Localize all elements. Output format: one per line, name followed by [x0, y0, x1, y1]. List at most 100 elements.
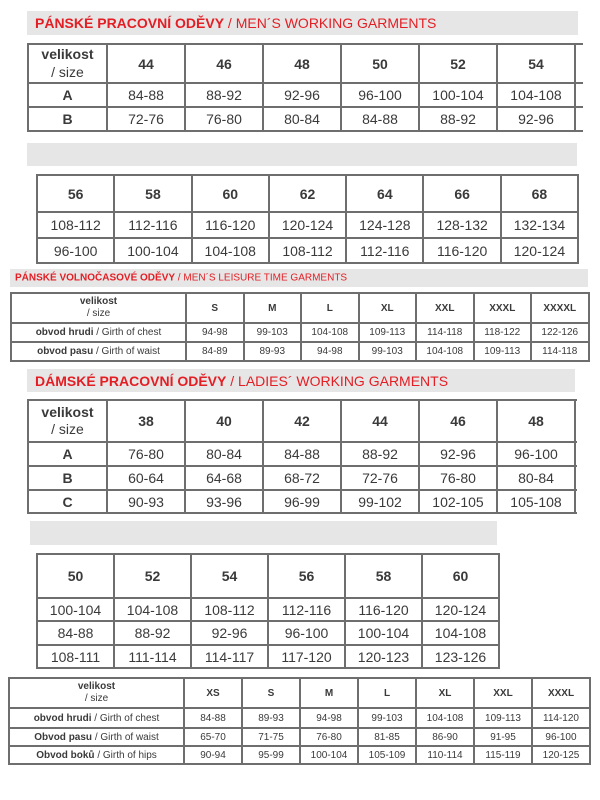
measurement-cell: 99-103	[357, 341, 417, 362]
cut-column-cell	[574, 465, 577, 491]
title-cz: PÁNSKÉ PRACOVNÍ ODĚVY	[35, 15, 225, 31]
measurement-cell: 90-94	[183, 745, 243, 765]
section-title: PÁNSKÉ PRACOVNÍ ODĚVY / MEN´S WORKING GA…	[35, 15, 436, 31]
row-label: A	[62, 446, 73, 462]
measurement-cell: 105-108	[496, 489, 576, 514]
section-header-mens-leisure: PÁNSKÉ VOLNOČASOVÉ ODĚVY / MEN´S LEISURE…	[10, 269, 588, 287]
size-header-cell: XL	[357, 292, 417, 324]
corner-label-cz: velikost	[79, 295, 118, 307]
measurement-cell: 112-116	[345, 237, 425, 264]
row-label-cz: obvod pasu	[37, 346, 94, 357]
measurement-cell: 100-104	[299, 745, 359, 765]
size-header-cell: 52	[418, 43, 498, 84]
measurement-cell: 104-108	[113, 597, 192, 622]
measurement-cell: 104-108	[190, 237, 270, 264]
size-header-cell: 48	[262, 43, 342, 84]
measurement-cell: 89-93	[242, 341, 302, 362]
title-cz: DÁMSKÉ PRACOVNÍ ODĚVY	[35, 372, 227, 389]
row-label-cell: obvod pasu / Girth of waist	[10, 341, 187, 362]
row-label-cell: B	[27, 465, 108, 491]
measurement-cell: 100-104	[418, 82, 498, 108]
measurement-cell: 84-88	[262, 441, 342, 467]
size-header-cell: XXL	[473, 677, 533, 709]
measurement-cell: 116-120	[190, 211, 270, 239]
measurement-cell: 108-112	[35, 211, 116, 239]
corner-label-cz: velikost	[41, 403, 94, 420]
size-header-cell: M	[299, 677, 359, 709]
table-row: 108-112 112-116 116-120 120-124 124-128 128-1…	[35, 211, 580, 239]
measurement-cell: 76-80	[184, 106, 264, 132]
measurement-cell: 84-88	[183, 707, 243, 729]
measurement-cell: 108-112	[267, 237, 348, 264]
size-header-cell: XXXL	[531, 677, 591, 709]
size-table-ladies-working-2: 50 52 54 56 58 60 100-104 104-108 108-112 112-116…	[36, 553, 500, 669]
measurement-cell: 104-108	[300, 322, 360, 343]
table-row: B 72-76 76-80 80-84 84-88 88-92 92-96	[27, 106, 583, 132]
measurement-cell: 96-100	[340, 82, 420, 108]
measurement-cell: 99-102	[340, 489, 420, 514]
measurement-cell: 108-112	[190, 597, 269, 622]
size-header-cell: 46	[418, 399, 498, 443]
measurement-cell: 84-88	[340, 106, 420, 132]
measurement-cell: 122-126	[530, 322, 590, 343]
size-header-cell: 58	[344, 553, 423, 599]
size-table-ladies-leisure: velikost / size XS S M L XL XXL XXXL obvod hrudi …	[8, 677, 591, 765]
measurement-cell: 104-108	[415, 341, 475, 362]
size-table-ladies-working-1: velikost / size 38 40 42 44 46 48 A 76-80 80-84 84-…	[27, 399, 577, 514]
row-label-cell: Obvod pasu / Girth of waist	[8, 727, 185, 747]
size-header-cell: 46	[184, 43, 264, 84]
measurement-cell: 100-104	[113, 237, 193, 264]
corner-label-en: / size	[86, 308, 111, 319]
measurement-cell: 120-123	[344, 644, 423, 669]
table-row: 84-88 88-92 92-96 96-100 100-104 104-108	[36, 620, 500, 646]
measurement-cell: 92-96	[262, 82, 342, 108]
row-label-en: / Girth of chest	[96, 327, 162, 338]
header-row: velikost / size S M L XL XXL XXXL XXXXL	[10, 292, 590, 324]
size-header-cell: 56	[35, 174, 116, 213]
header-row: 56 58 60 62 64 66 68	[35, 174, 580, 213]
row-label-cell: obvod hrudi / Girth of chest	[10, 322, 187, 343]
measurement-cell: 114-118	[530, 341, 590, 362]
measurement-cell: 86-90	[415, 727, 475, 747]
size-header-cell: XXXL	[472, 292, 532, 324]
measurement-cell: 89-93	[241, 707, 301, 729]
measurement-cell: 109-113	[357, 322, 417, 343]
header-row: velikost / size XS S M L XL XXL XXXL	[8, 677, 591, 709]
measurement-cell: 65-70	[183, 727, 243, 747]
measurement-cell: 114-118	[415, 322, 475, 343]
table-row: obvod pasu / Girth of waist 84-89 89-93 94-…	[10, 341, 590, 362]
measurement-cell: 84-88	[36, 620, 115, 646]
cut-column-cell	[574, 489, 577, 514]
size-header-cell: 50	[36, 553, 115, 599]
row-label: C	[62, 493, 73, 510]
measurement-cell: 92-96	[418, 441, 498, 467]
measurement-cell: 80-84	[496, 465, 576, 491]
measurement-cell: 96-100	[35, 237, 116, 264]
measurement-cell: 99-103	[242, 322, 302, 343]
measurement-cell: 96-100	[267, 620, 346, 646]
measurement-cell: 109-113	[473, 707, 533, 729]
corner-label-cz: velikost	[77, 680, 116, 692]
measurement-cell: 80-84	[262, 106, 342, 132]
measurement-cell: 109-113	[472, 341, 532, 362]
size-header-cell: 66	[422, 174, 502, 213]
measurement-cell: 115-119	[473, 745, 533, 765]
measurement-cell: 64-68	[184, 465, 264, 491]
measurement-cell: 118-122	[472, 322, 532, 343]
table-row: Obvod pasu / Girth of waist 65-70 71-75 76-…	[8, 727, 591, 747]
size-header-cell: L	[300, 292, 360, 324]
section-header-mens-working: PÁNSKÉ PRACOVNÍ ODĚVY / MEN´S WORKING GA…	[27, 11, 578, 35]
measurement-cell: 95-99	[241, 745, 301, 765]
measurement-cell: 104-108	[421, 620, 500, 646]
measurement-cell: 128-132	[422, 211, 502, 239]
measurement-cell: 116-120	[344, 597, 423, 622]
size-header-cell: 62	[267, 174, 348, 213]
measurement-cell: 102-105	[418, 489, 498, 514]
title-en: / LADIES´ WORKING GARMENTS	[226, 372, 449, 389]
size-header-cell: 50	[340, 43, 420, 84]
size-corner-cell: velikost / size	[8, 677, 185, 709]
measurement-cell: 104-108	[496, 82, 576, 108]
measurement-cell: 81-85	[357, 727, 417, 747]
table-row: B 60-64 64-68 68-72 72-76 76-80 80-84	[27, 465, 577, 491]
table-row: 108-111 111-114 114-117 117-120 120-123 123-1…	[36, 644, 500, 669]
